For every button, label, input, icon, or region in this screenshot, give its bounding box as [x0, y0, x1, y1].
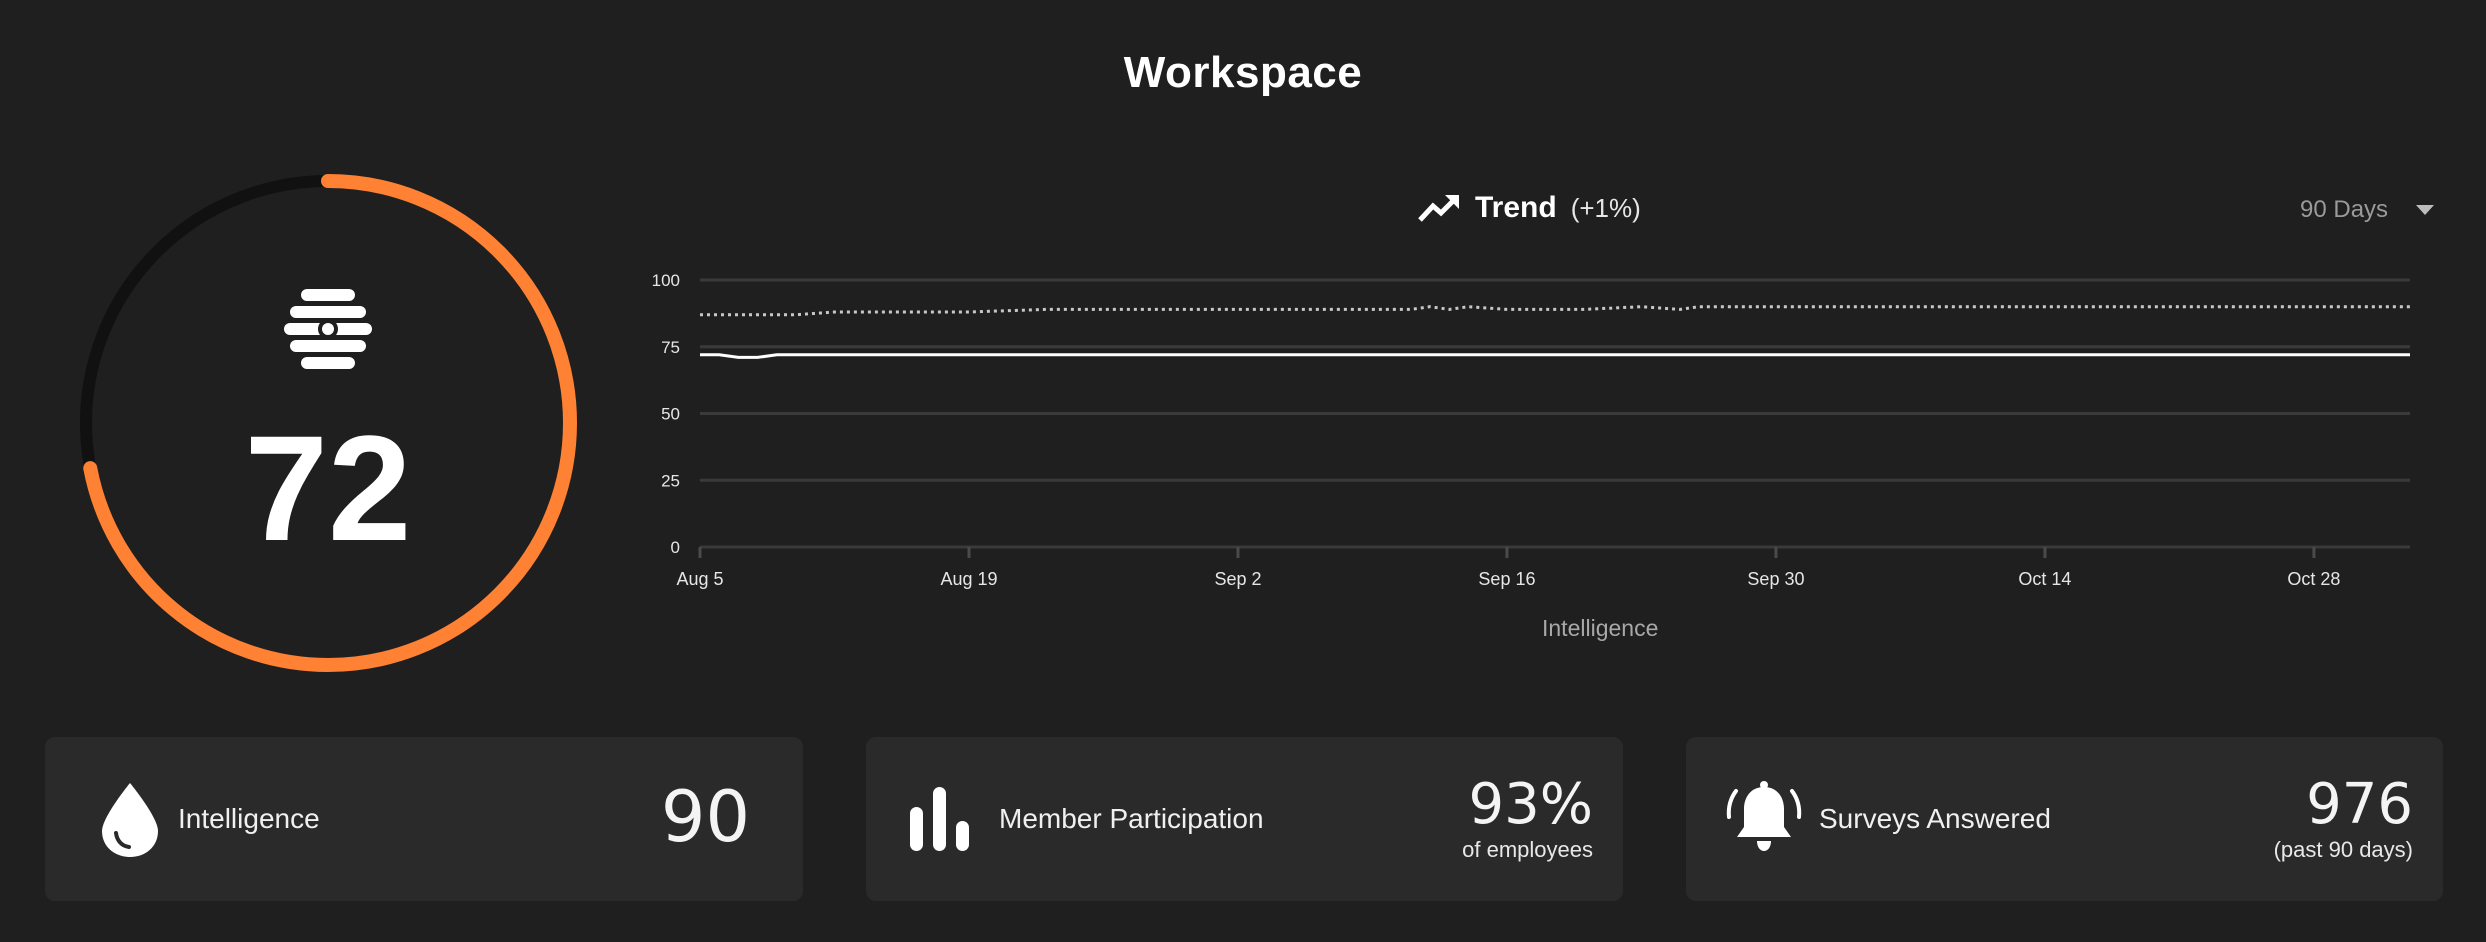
card-label: Surveys Answered — [1819, 803, 2051, 834]
score-ring-graphic — [79, 174, 577, 672]
x-tick-label: Sep 16 — [1478, 569, 1535, 589]
y-tick-label: 0 — [671, 538, 680, 557]
beehive-icon — [281, 281, 375, 375]
legend-item-intelligence[interactable]: Intelligence — [1542, 615, 1659, 641]
score-gauge: 72 — [78, 173, 578, 673]
chevron-down-icon — [2416, 205, 2435, 215]
trending-up-icon — [1418, 195, 1459, 222]
y-tick-label: 25 — [661, 471, 680, 490]
range-dropdown-label: 90 Days — [2300, 196, 2389, 223]
y-tick-label: 50 — [661, 405, 680, 424]
y-tick-label: 100 — [652, 271, 680, 290]
card-value: 976 — [2306, 772, 2413, 837]
trend-header: Trend (+1%) — [1417, 188, 1641, 228]
x-tick-label: Oct 28 — [2287, 569, 2340, 589]
intelligence-card: Intelligence 90 — [45, 737, 803, 901]
surveys-answered-card: Surveys Answered 976 (past 90 days) — [1686, 737, 2443, 901]
score-value: 72 — [244, 404, 412, 572]
bell-ringing-icon — [1726, 781, 1802, 851]
member-participation-card: Member Participation 93% of employees — [866, 737, 1623, 901]
card-label: Intelligence — [178, 803, 320, 834]
series-line-score — [700, 353, 2410, 359]
x-tick-label: Aug 19 — [940, 569, 997, 589]
trend-chart: 100 75 50 25 0 Aug 5 Aug 19 Sep 2 Sep 16 Sep 30 Oc… — [652, 271, 2410, 589]
score-ring-progress — [79, 174, 577, 672]
x-tick-label: Aug 5 — [676, 569, 723, 589]
water-drop-icon — [102, 783, 158, 857]
trend-change: (+1%) — [1570, 192, 1641, 223]
bar-chart-icon — [910, 787, 969, 851]
card-subtext: of employees — [1462, 837, 1593, 862]
x-tick-label: Oct 14 — [2018, 569, 2071, 589]
series-line-intelligence — [700, 305, 2410, 317]
range-dropdown[interactable]: 90 Days — [2300, 192, 2435, 228]
page-title: Workspace — [1123, 48, 1363, 97]
card-label: Member Participation — [999, 803, 1264, 834]
card-value: 93% — [1468, 772, 1593, 837]
y-tick-label: 75 — [661, 338, 680, 357]
x-tick-label: Sep 2 — [1214, 569, 1261, 589]
card-value: 90 — [660, 776, 750, 858]
trend-title: Trend — [1475, 191, 1557, 224]
card-subtext: (past 90 days) — [2273, 837, 2413, 862]
x-tick-label: Sep 30 — [1747, 569, 1804, 589]
